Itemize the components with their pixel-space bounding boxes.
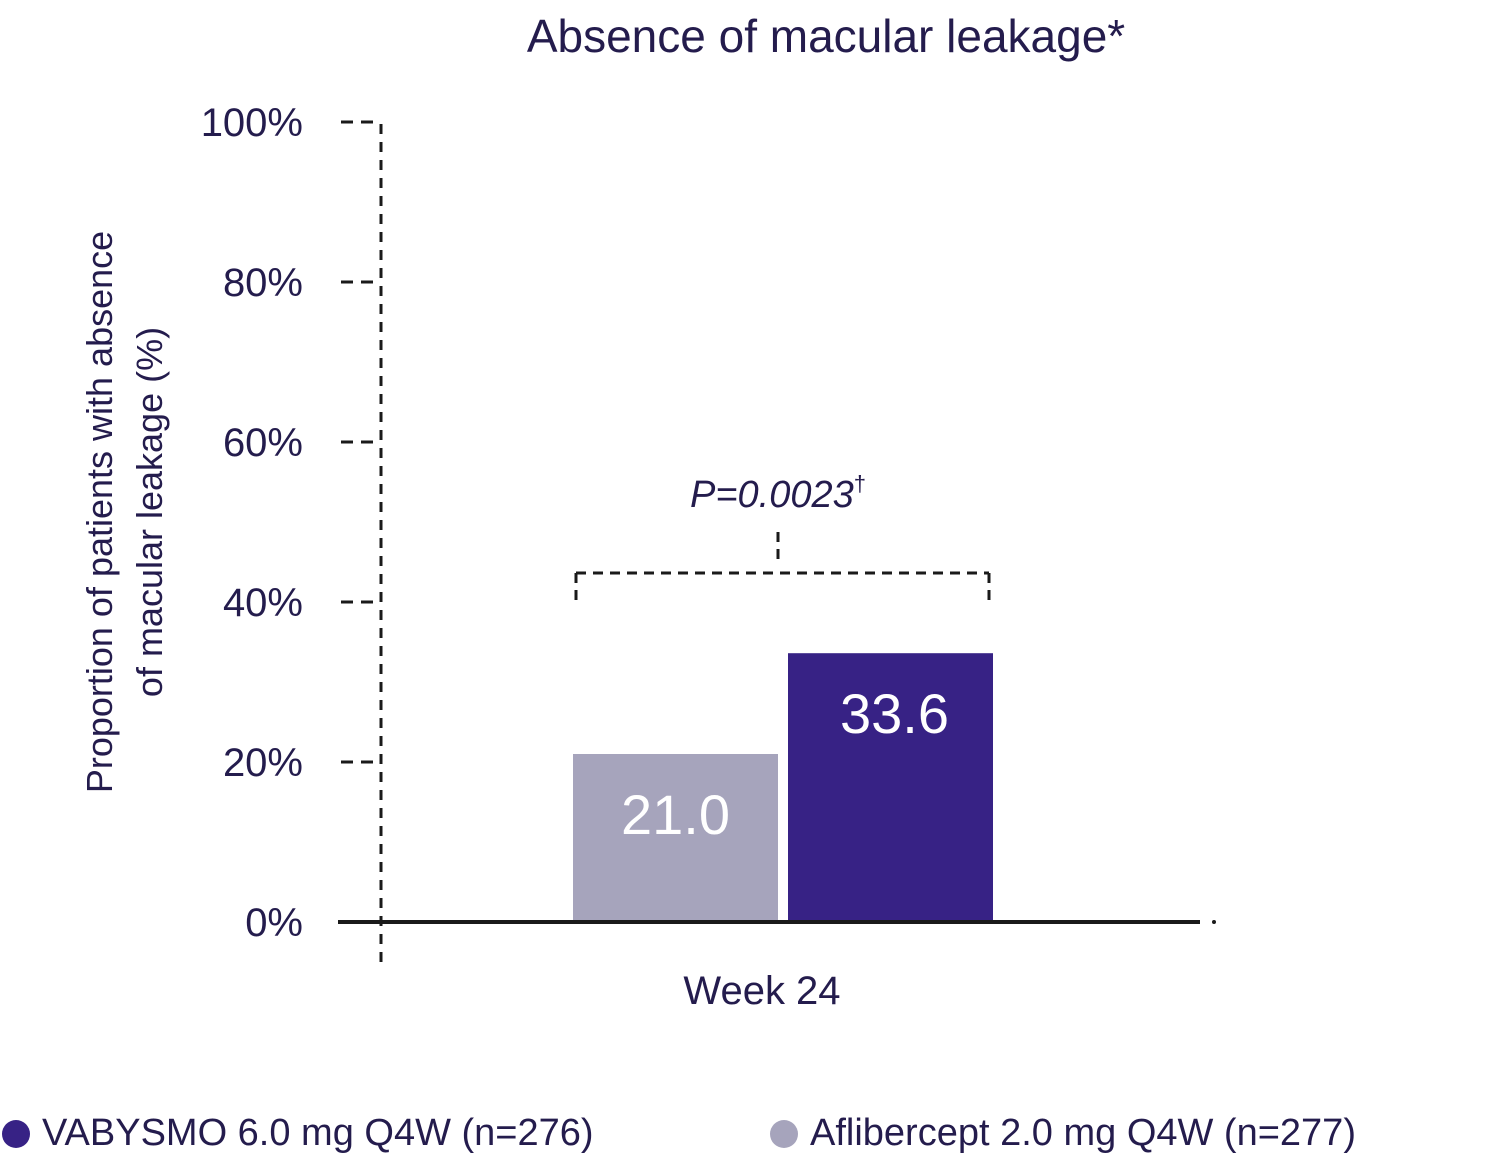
legend-swatch-aflibercept bbox=[770, 1119, 798, 1148]
significance-bracket bbox=[574, 532, 991, 600]
x-axis-end-dot bbox=[1212, 920, 1216, 924]
bar-chart: Absence of macular leakage* Proportion o… bbox=[79, 10, 1216, 1013]
chart-title: Absence of macular leakage* bbox=[527, 10, 1125, 62]
bar-value-label: 21.0 bbox=[621, 783, 730, 846]
p-value-annotation: P=0.0023† bbox=[690, 471, 866, 516]
y-axis-label-line-1: Proportion of patients with absence bbox=[79, 231, 120, 793]
legend-item-vabysmo: VABYSMO 6.0 mg Q4W (n=276) bbox=[2, 1112, 594, 1155]
y-tick-label: 40% bbox=[223, 581, 303, 625]
x-category-label: Week 24 bbox=[683, 969, 840, 1013]
legend: VABYSMO 6.0 mg Q4W (n=276) Aflibercept 2… bbox=[0, 1112, 1490, 1162]
y-axis-label-line-2: of macular leakage (%) bbox=[129, 327, 170, 697]
p-value-dagger: † bbox=[854, 471, 866, 496]
y-tick-label: 60% bbox=[223, 421, 303, 465]
legend-swatch-vabysmo bbox=[2, 1119, 30, 1148]
y-tick-label: 0% bbox=[245, 901, 303, 945]
y-axis-label: Proportion of patients with absence of m… bbox=[79, 231, 170, 793]
bar-vabysmo bbox=[788, 653, 993, 922]
p-value-text: P=0.0023 bbox=[690, 474, 854, 516]
legend-label-aflibercept: Aflibercept 2.0 mg Q4W (n=277) bbox=[810, 1112, 1356, 1154]
legend-item-aflibercept: Aflibercept 2.0 mg Q4W (n=277) bbox=[770, 1112, 1356, 1155]
bars: 21.0 33.6 bbox=[573, 653, 993, 922]
legend-label-vabysmo: VABYSMO 6.0 mg Q4W (n=276) bbox=[42, 1112, 594, 1154]
y-tick-label: 80% bbox=[223, 261, 303, 305]
y-axis-ticks: 0% 20% 40% 60% 80% 100% bbox=[201, 101, 381, 945]
bar-value-label: 33.6 bbox=[840, 682, 949, 745]
bar-aflibercept bbox=[573, 754, 778, 922]
y-tick-label: 100% bbox=[201, 101, 303, 145]
y-tick-label: 20% bbox=[223, 741, 303, 785]
